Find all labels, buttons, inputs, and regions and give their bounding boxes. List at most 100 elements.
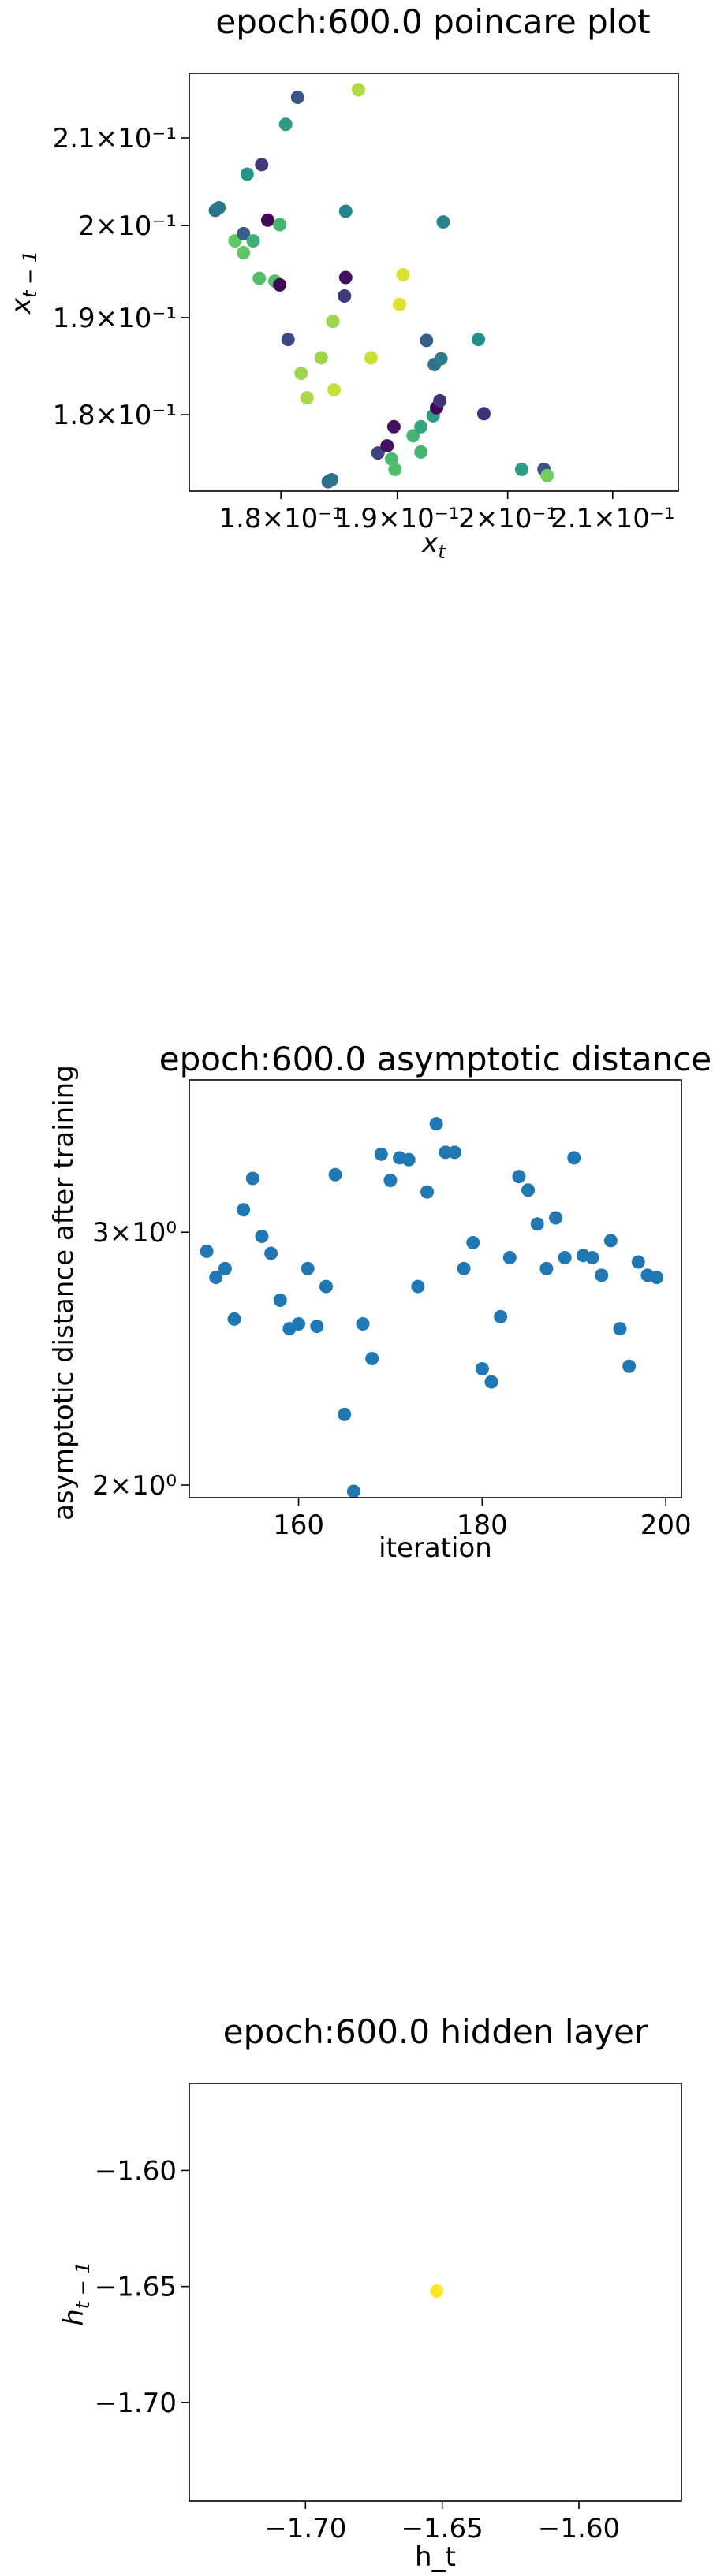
asymptotic-distance-point-39 <box>558 1251 572 1265</box>
asymptotic-distance-point-23 <box>411 1279 425 1294</box>
asymptotic-distance-y-ticks: 2×10⁰ 3×10⁰ <box>92 1217 189 1502</box>
poincare-plot-point-24 <box>338 270 353 285</box>
poincare-plot-point-28 <box>371 446 385 460</box>
poincare-plot-point-17 <box>300 391 314 405</box>
hidden-layer-x-tick-label-1: −1.65 <box>401 2513 483 2544</box>
asymptotic-distance-point-20 <box>383 1173 398 1187</box>
asymptotic-distance-point-22 <box>401 1152 416 1167</box>
poincare-plot-x-ticks: 1.8×10⁻¹1.9×10⁻¹2×10⁻¹2.1×10⁻¹ <box>218 491 675 534</box>
poincare-plot-point-36 <box>414 419 428 434</box>
hidden-layer-x-tick-label-2: −1.60 <box>538 2513 620 2544</box>
poincare-plot-point-18 <box>314 351 328 365</box>
hidden-layer-y-tick-label-2: −1.70 <box>95 2388 177 2419</box>
poincare-plot-point-14 <box>281 333 295 347</box>
poincare-plot-y-label: xt − 1 <box>6 251 41 315</box>
poincare-plot-point-46 <box>476 407 491 421</box>
asymptotic-distance-point-4 <box>237 1203 251 1217</box>
asymptotic-distance-x-label: iteration <box>379 1532 492 1564</box>
poincare-plot-y-tick-label-1: 1.9×10⁻¹ <box>53 303 177 334</box>
poincare-plot-point-21 <box>326 315 340 329</box>
asymptotic-distance-x-tick-label-1: 180 <box>457 1509 508 1541</box>
asymptotic-distance-point-8 <box>273 1294 287 1308</box>
poincare-plot-point-43 <box>434 352 448 366</box>
poincare-plot-x-tick-label-0: 1.8×10⁻¹ <box>218 503 342 534</box>
poincare-plot-point-3 <box>237 226 251 240</box>
poincare-plot-point-25 <box>338 204 353 218</box>
hidden-layer-point-0 <box>430 2284 444 2299</box>
asymptotic-distance-point-36 <box>530 1217 544 1231</box>
poincare-plot-x-tick-label-1: 1.9×10⁻¹ <box>335 503 459 534</box>
asymptotic-distance-title: epoch:600.0 asymptotic distance <box>159 1040 711 1078</box>
asymptotic-distance-point-45 <box>613 1322 627 1336</box>
asymptotic-distance-point-19 <box>374 1147 388 1161</box>
poincare-plot-point-11 <box>273 218 287 232</box>
asymptotic-distance-frame <box>189 1079 682 1498</box>
poincare-plot-point-32 <box>386 419 401 434</box>
poincare-plot-point-47 <box>514 462 528 476</box>
hidden-layer-x-label: h_t <box>415 2541 456 2573</box>
asymptotic-distance-point-42 <box>585 1251 599 1265</box>
poincare-plot-point-33 <box>393 297 407 311</box>
poincare-plot-point-13 <box>278 117 293 132</box>
asymptotic-distance-point-30 <box>475 1361 489 1375</box>
poincare-plot-point-35 <box>406 429 420 443</box>
poincare-plot-point-9 <box>252 271 267 285</box>
asymptotic-distance-point-3 <box>227 1312 241 1326</box>
poincare-plot: epoch:600.0 poincare plot 1.8×10⁻¹1.9×10… <box>6 2 679 563</box>
poincare-plot-point-22 <box>327 383 342 397</box>
asymptotic-distance-point-32 <box>494 1309 508 1323</box>
poincare-plot-point-38 <box>420 333 434 348</box>
poincare-plot-point-1 <box>212 200 226 214</box>
hidden-layer-frame <box>189 2083 682 2502</box>
asymptotic-distance-point-14 <box>328 1167 342 1182</box>
poincare-plot-point-49 <box>540 468 554 482</box>
asymptotic-distance-point-34 <box>512 1170 526 1184</box>
asymptotic-distance-point-31 <box>484 1375 498 1389</box>
asymptotic-distance-point-5 <box>245 1171 259 1186</box>
asymptotic-distance-point-28 <box>457 1261 471 1275</box>
poincare-plot-point-5 <box>240 167 254 181</box>
poincare-plot-point-42 <box>433 393 447 408</box>
hidden-layer-plot: epoch:600.0 hidden layer −1.70 −1.65 −1.60… <box>58 2012 682 2573</box>
asymptotic-distance-point-18 <box>365 1351 379 1365</box>
asymptotic-distance-point-37 <box>539 1261 554 1275</box>
poincare-plot-point-6 <box>246 234 260 248</box>
poincare-plot-y-ticks: 1.8×10⁻¹ 1.9×10⁻¹ 2×10⁻¹ 2.1×10⁻¹ <box>53 123 189 431</box>
asymptotic-distance-point-24 <box>420 1185 435 1199</box>
asymptotic-distance-y-tick-label-0: 2×10⁰ <box>92 1470 177 1502</box>
asymptotic-distance-point-0 <box>200 1244 214 1258</box>
asymptotic-distance-x-tick-label-0: 160 <box>273 1509 324 1541</box>
asymptotic-distance-plot: epoch:600.0 asymptotic distance 160 180 20… <box>48 1040 711 1564</box>
asymptotic-distance-point-38 <box>549 1211 563 1225</box>
poincare-plot-points <box>208 83 554 489</box>
poincare-plot-y-tick-label-3: 2.1×10⁻¹ <box>53 123 177 154</box>
poincare-plot-y-tick-label-0: 1.8×10⁻¹ <box>53 400 177 431</box>
asymptotic-distance-point-16 <box>346 1484 360 1498</box>
asymptotic-distance-point-2 <box>218 1261 232 1275</box>
asymptotic-distance-point-33 <box>502 1251 517 1265</box>
asymptotic-distance-point-6 <box>255 1230 269 1244</box>
asymptotic-distance-point-25 <box>429 1117 443 1131</box>
poincare-plot-frame <box>189 73 679 492</box>
hidden-layer-x-tick-label-0: −1.70 <box>264 2513 346 2544</box>
asymptotic-distance-point-44 <box>603 1234 618 1248</box>
hidden-layer-y-tick-label-0: −1.60 <box>95 2155 177 2187</box>
poincare-plot-point-30 <box>384 452 398 466</box>
poincare-plot-point-29 <box>380 439 394 453</box>
poincare-plot-point-27 <box>364 351 378 365</box>
asymptotic-distance-point-35 <box>521 1183 536 1197</box>
asymptotic-distance-point-27 <box>447 1145 461 1160</box>
poincare-plot-point-26 <box>351 83 365 97</box>
poincare-plot-y-tick-label-2: 2×10⁻¹ <box>78 210 177 242</box>
asymptotic-distance-point-7 <box>264 1246 278 1260</box>
asymptotic-distance-point-1 <box>209 1271 223 1285</box>
asymptotic-distance-point-17 <box>356 1316 370 1331</box>
hidden-layer-x-ticks: −1.70 −1.65 −1.60 <box>264 2501 620 2544</box>
asymptotic-distance-point-47 <box>631 1255 645 1269</box>
asymptotic-distance-y-tick-label-1: 3×10⁰ <box>92 1217 177 1249</box>
poincare-plot-point-34 <box>396 267 410 281</box>
hidden-layer-y-label: ht − 1 <box>58 2261 94 2326</box>
poincare-plot-point-8 <box>260 213 274 227</box>
asymptotic-distance-point-10 <box>292 1316 306 1331</box>
